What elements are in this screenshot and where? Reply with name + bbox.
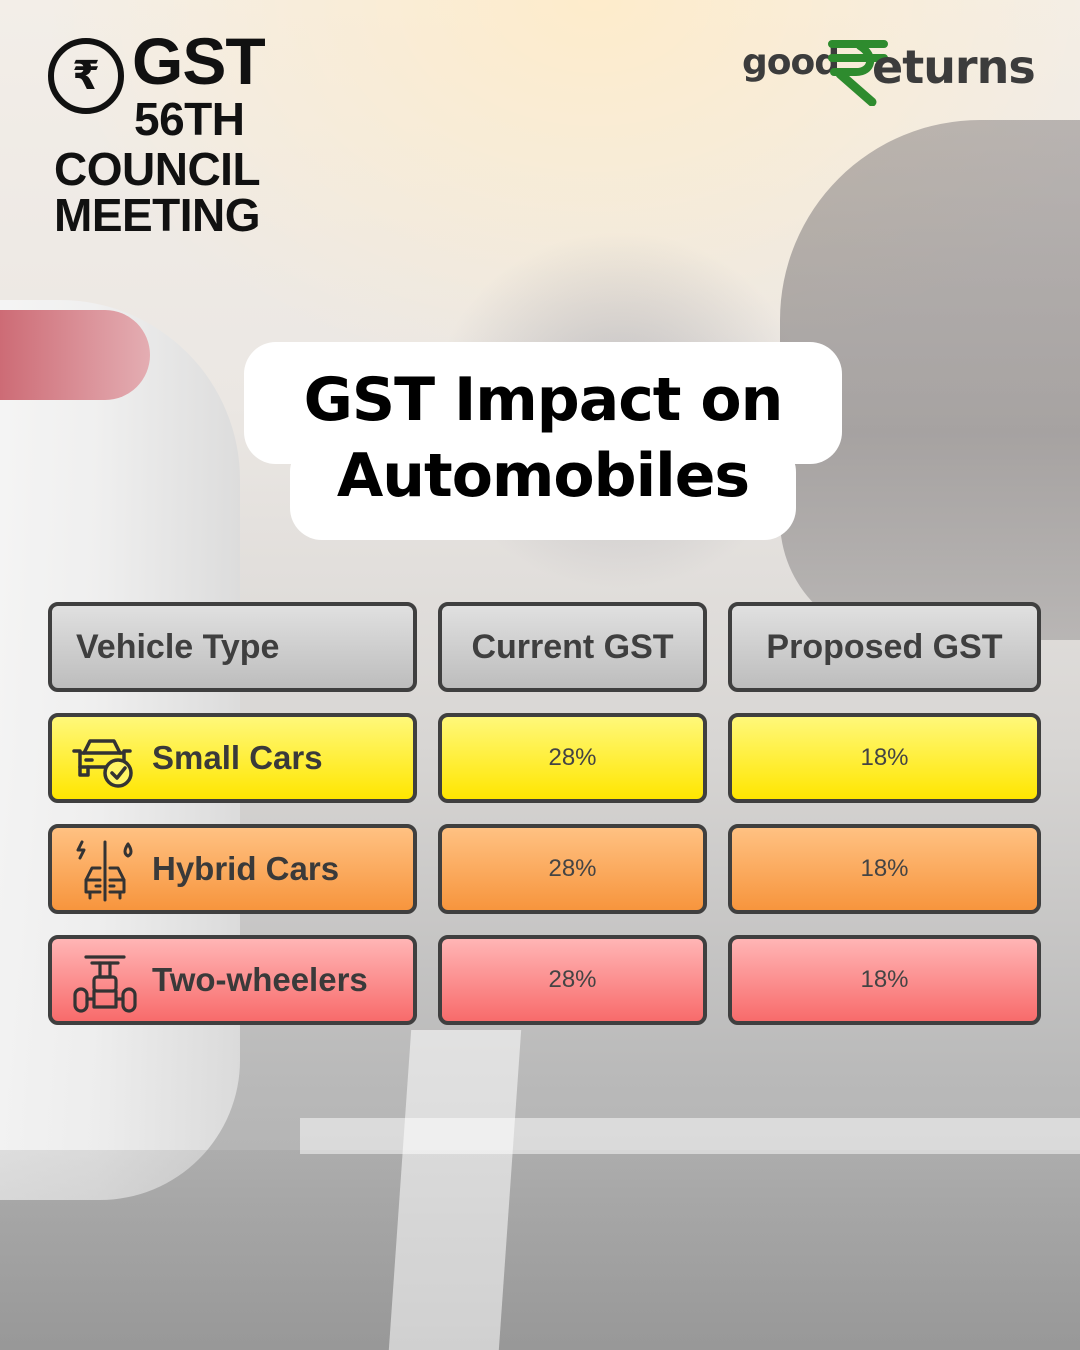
vehicle-type-label: Hybrid Cars	[152, 850, 340, 887]
header-vehicle-type: Vehicle Type	[48, 602, 417, 692]
background-parking-line	[300, 1118, 1080, 1154]
scooter-icon	[73, 955, 137, 1013]
logo-text-good: good	[742, 42, 840, 83]
background-taillight	[0, 310, 150, 400]
vehicle-type-label: Two-wheelers	[152, 961, 368, 998]
header-proposed-gst: Proposed GST	[728, 602, 1041, 692]
badge-title: GST	[132, 24, 266, 98]
small-cars-current-gst: 28%	[438, 713, 707, 803]
vehicle-type-label: Small Cars	[152, 739, 323, 776]
rupee-r-logo-icon	[828, 40, 888, 106]
background-ground	[0, 1150, 1080, 1350]
table-row-hybrid-cars-type: Hybrid Cars	[48, 824, 417, 914]
small-cars-proposed-gst: 18%	[728, 713, 1041, 803]
badge-line-1: 56TH	[134, 93, 245, 145]
title-line-2: Automobiles	[336, 441, 750, 511]
background-parking-line	[388, 1030, 522, 1350]
title-line-1: GST Impact on	[303, 365, 784, 435]
badge-line-3: MEETING	[54, 189, 261, 241]
rupee-circle-icon: ₹	[48, 38, 124, 114]
gst-meeting-badge: ₹ GST 56TH COUNCIL MEETING	[48, 28, 288, 241]
goodreturns-logo: good eturns	[742, 36, 1052, 108]
logo-text-eturns: eturns	[872, 40, 1036, 94]
two-wheelers-current-gst: 28%	[438, 935, 707, 1025]
header-current-gst: Current GST	[438, 602, 707, 692]
title-card-lower	[290, 440, 796, 540]
table-row-two-wheelers-type: Two-wheelers	[48, 935, 417, 1025]
table-row-small-cars-type: Small Cars	[48, 713, 417, 803]
page-title: GST Impact on Automobiles	[244, 362, 842, 514]
car-check-icon	[72, 739, 133, 788]
badge-line-2: COUNCIL	[54, 143, 261, 195]
hybrid-car-icon	[76, 840, 133, 902]
hybrid-cars-proposed-gst: 18%	[728, 824, 1041, 914]
two-wheelers-proposed-gst: 18%	[728, 935, 1041, 1025]
hybrid-cars-current-gst: 28%	[438, 824, 707, 914]
